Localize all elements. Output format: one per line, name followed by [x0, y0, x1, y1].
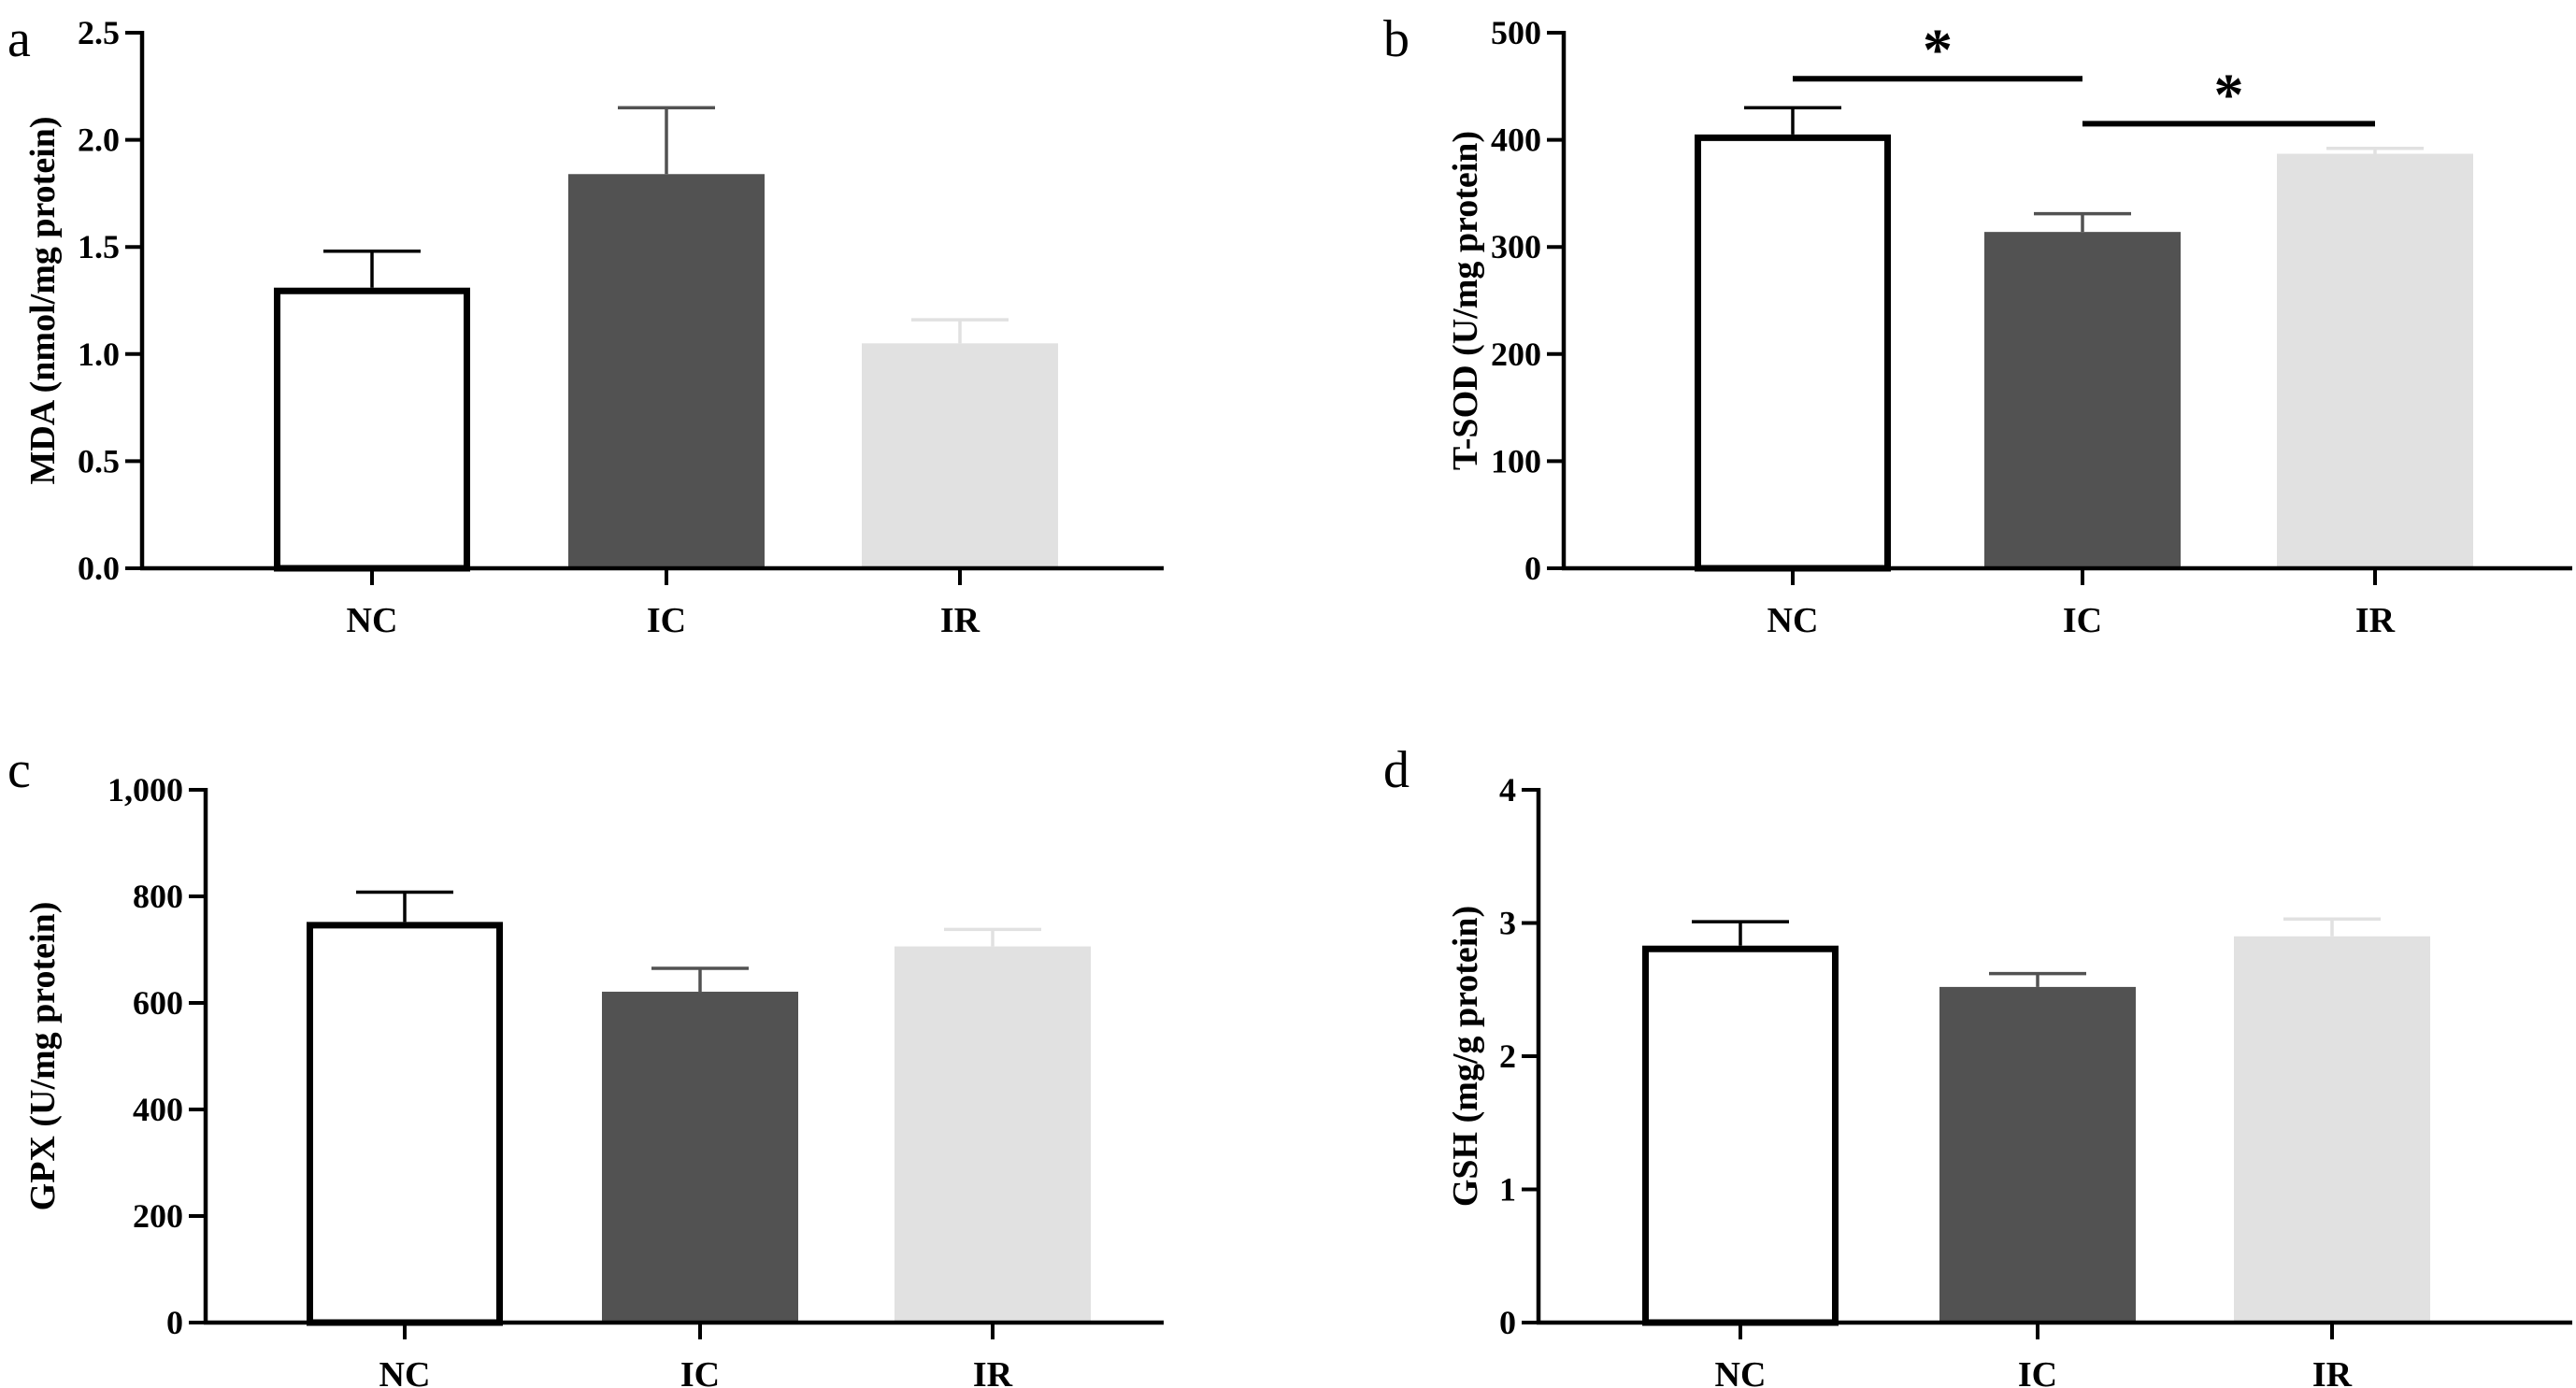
y-tick-label: 3: [1499, 905, 1516, 942]
x-tick-label-ir: IR: [973, 1355, 1013, 1388]
panel-letter: d: [1383, 741, 1410, 799]
y-tick-label: 1.5: [78, 228, 120, 265]
x-tick-label-ic: IC: [2018, 1355, 2057, 1388]
y-tick-label: 400: [133, 1091, 183, 1128]
y-tick-label: 1.0: [78, 336, 120, 373]
panel-letter: c: [7, 741, 31, 799]
y-tick-label: 2: [1499, 1037, 1516, 1075]
bar-ir: [2234, 936, 2430, 1323]
x-tick-label-ic: IC: [2063, 601, 2102, 640]
x-tick-label-nc: NC: [1767, 601, 1819, 640]
bar-ic: [602, 992, 798, 1323]
bar-ic: [1939, 986, 2136, 1323]
y-axis-title: GSH (mg/g protein): [1446, 906, 1485, 1207]
bar-ir: [894, 946, 1091, 1323]
chart-panel-a: a NC IC IR 0.0 0.5 1.0 1.5 2.0 2.5 MDA (nmol/mg pr…: [7, 10, 1164, 640]
panel-letter: b: [1383, 10, 1410, 68]
panel-letter: a: [7, 10, 31, 68]
x-tick-label-ir: IR: [2355, 601, 2396, 640]
bar-ir: [2277, 153, 2473, 569]
y-tick-label: 1,000: [107, 771, 183, 808]
y-axis-title: MDA (nmol/mg protein): [23, 116, 63, 484]
y-tick-label: 600: [133, 984, 183, 1022]
y-axis-title: T-SOD (U/mg protein): [1446, 131, 1485, 470]
y-tick-label: 300: [1491, 228, 1541, 265]
significance-star: *: [2214, 61, 2244, 127]
y-tick-label: 2.5: [78, 14, 120, 51]
x-tick-label-nc: NC: [1715, 1355, 1767, 1388]
y-tick-label: 400: [1491, 122, 1541, 159]
chart-panel-d: d NC IC IR 0 1 2 3 4 GSH (mg/g protein): [1383, 741, 2572, 1388]
y-tick-label: 200: [1491, 336, 1541, 373]
bar-ic: [1984, 232, 2181, 568]
bar-ic: [568, 174, 765, 568]
x-tick-label-ir: IR: [940, 601, 980, 640]
bar-nc: [1695, 134, 1891, 572]
bar-ir: [862, 343, 1058, 568]
y-tick-label: 1: [1499, 1171, 1516, 1209]
y-tick-label: 200: [133, 1197, 183, 1235]
x-tick-label-ic: IC: [647, 601, 686, 640]
chart-panel-c: c NC IC IR 0 200 400 600 800 1,000 GPX (U/mg prote…: [7, 741, 1164, 1388]
y-tick-label: 100: [1491, 442, 1541, 479]
significance-star: *: [1923, 16, 1953, 82]
y-tick-label: 500: [1491, 14, 1541, 51]
x-tick-label-ic: IC: [680, 1355, 720, 1388]
bar-nc: [274, 287, 470, 572]
y-tick-label: 0.0: [78, 550, 120, 587]
y-tick-label: 0: [166, 1304, 183, 1341]
bar-nc: [307, 922, 503, 1326]
x-tick-label-nc: NC: [379, 1355, 431, 1388]
y-tick-label: 4: [1499, 771, 1516, 808]
x-tick-label-ir: IR: [2312, 1355, 2353, 1388]
chart-panel-b: b NC IC IR 0 100 200 300 400 500 T-SOD (U/mg prote…: [1383, 10, 2572, 640]
y-axis-title: GPX (U/mg protein): [23, 902, 63, 1211]
y-tick-label: 2.0: [78, 122, 120, 159]
x-tick-label-nc: NC: [347, 601, 398, 640]
y-tick-label: 0: [1524, 550, 1541, 587]
y-tick-label: 800: [133, 878, 183, 915]
y-tick-label: 0.5: [78, 442, 120, 479]
bar-nc: [1642, 945, 1839, 1326]
y-tick-label: 0: [1499, 1304, 1516, 1341]
